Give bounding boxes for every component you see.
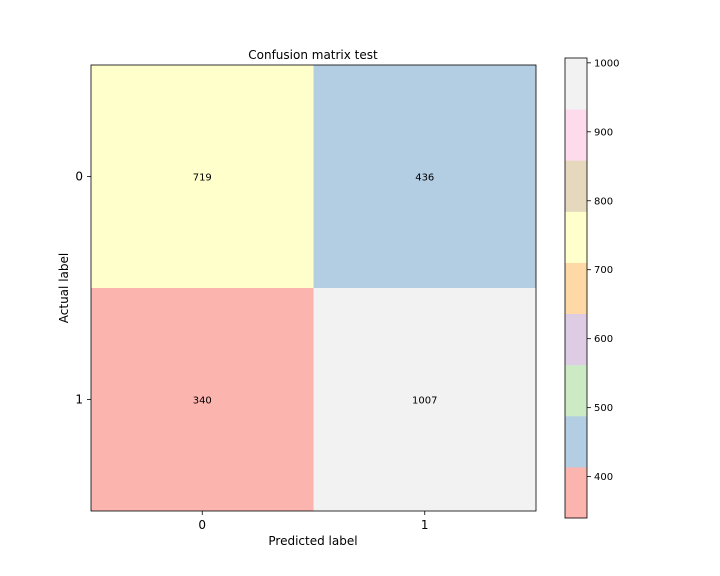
colorbar-tick-label-2: 600 xyxy=(594,334,613,345)
colorbar-segment-1 xyxy=(565,415,587,468)
colorbar-tick-label-1: 500 xyxy=(594,403,613,414)
colorbar-segment-3 xyxy=(565,313,587,366)
heatmap-cell-1-1 xyxy=(313,288,536,511)
colorbar-segment-8 xyxy=(565,58,587,110)
cell-value-label-1-1: 1007 xyxy=(412,396,437,407)
colorbar-ticks: 400 500 600 700 800 900 1000 xyxy=(587,58,619,483)
colorbar-segment-6 xyxy=(565,160,587,212)
x-tick-label-1: 1 xyxy=(421,518,429,532)
x-axis-label: Predicted label xyxy=(268,534,357,548)
colorbar-tick-label-3: 700 xyxy=(594,265,613,276)
plot-frame xyxy=(90,64,537,512)
colorbar-tick-label-6: 1000 xyxy=(594,58,619,69)
x-tick-label-0: 0 xyxy=(198,518,206,532)
heatmap-cell-1-0 xyxy=(91,288,314,511)
y-axis-label: Actual label xyxy=(57,253,71,323)
y-tick-label-0: 0 xyxy=(75,170,83,184)
y-axis-ticks: 01 xyxy=(75,170,91,407)
cell-value-label-0-0: 719 xyxy=(193,173,212,184)
colorbar-segment-0 xyxy=(565,466,587,519)
heatmap-cell-0-1 xyxy=(313,65,536,288)
colorbar-frame xyxy=(564,57,588,519)
colorbar xyxy=(564,57,588,519)
colorbar-tick-label-4: 800 xyxy=(594,196,613,207)
heatmap-cells: 719 436 340 1007 xyxy=(91,65,536,511)
colorbar-segment-5 xyxy=(565,211,587,263)
colorbar-tick-label-5: 900 xyxy=(594,127,613,138)
colorbar-tick-label-0: 400 xyxy=(594,472,613,483)
cell-value-label-1-0: 340 xyxy=(193,396,212,407)
chart-title: Confusion matrix test xyxy=(248,48,378,62)
colorbar-segment-4 xyxy=(565,262,587,315)
colorbar-segment-7 xyxy=(565,109,587,161)
colorbar-segment-2 xyxy=(565,364,587,417)
heatmap-cell-0-0 xyxy=(91,65,314,288)
y-tick-label-1: 1 xyxy=(75,393,83,407)
cell-value-label-0-1: 436 xyxy=(415,173,434,184)
